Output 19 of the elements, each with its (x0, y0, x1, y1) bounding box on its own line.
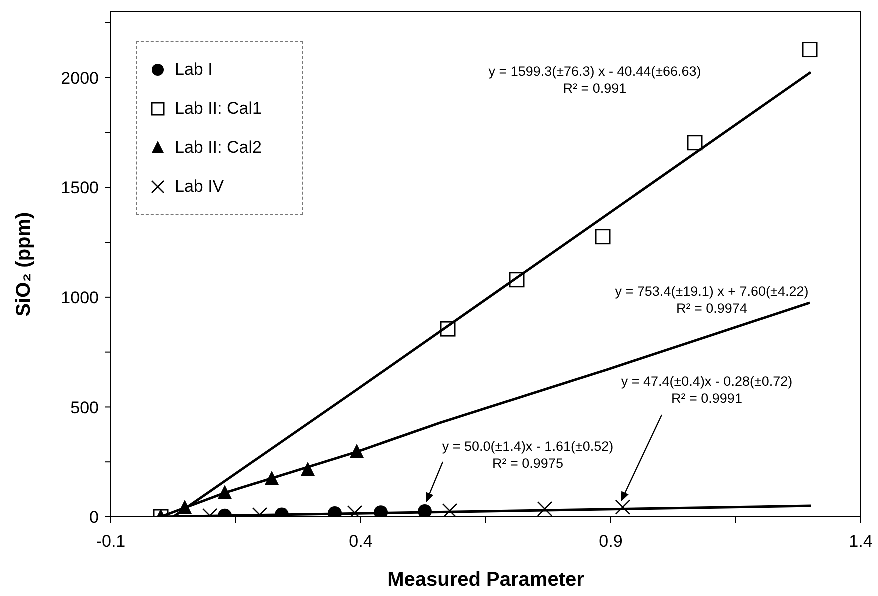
x-tick-label: 0.9 (599, 532, 623, 552)
legend-label: Lab II: Cal2 (175, 138, 262, 158)
legend-label: Lab II: Cal1 (175, 98, 262, 118)
annotation: y = 1599.3(±76.3) x - 40.44(±66.63) R² = 0.991 (488, 64, 702, 96)
y-tick-label: 0 (90, 508, 99, 528)
x-axis-title: Measured Parameter (388, 569, 585, 591)
y-tick-label: 1500 (61, 178, 99, 198)
x-tick-label: -0.1 (96, 532, 126, 552)
annotation: y = 50.0(±1.4)x - 1.61(±0.52) R² = 0.9975 (442, 439, 614, 471)
legend-label: Lab I (175, 60, 213, 80)
y-tick-label: 2000 (61, 68, 99, 88)
x-tick-label: 0.4 (349, 532, 373, 552)
annotation: y = 47.4(±0.4)x - 0.28(±0.72) R² = 0.9991 (621, 374, 793, 406)
annotation: y = 753.4(±19.1) x + 7.60(±4.22) R² = 0.9974 (615, 284, 809, 316)
y-tick-label: 1000 (61, 288, 99, 308)
y-axis-title: SiO₂ (ppm) (13, 212, 35, 317)
x-tick-label: 1.4 (849, 532, 873, 552)
legend-label: Lab IV (175, 176, 224, 196)
y-tick-label: 500 (70, 398, 99, 418)
